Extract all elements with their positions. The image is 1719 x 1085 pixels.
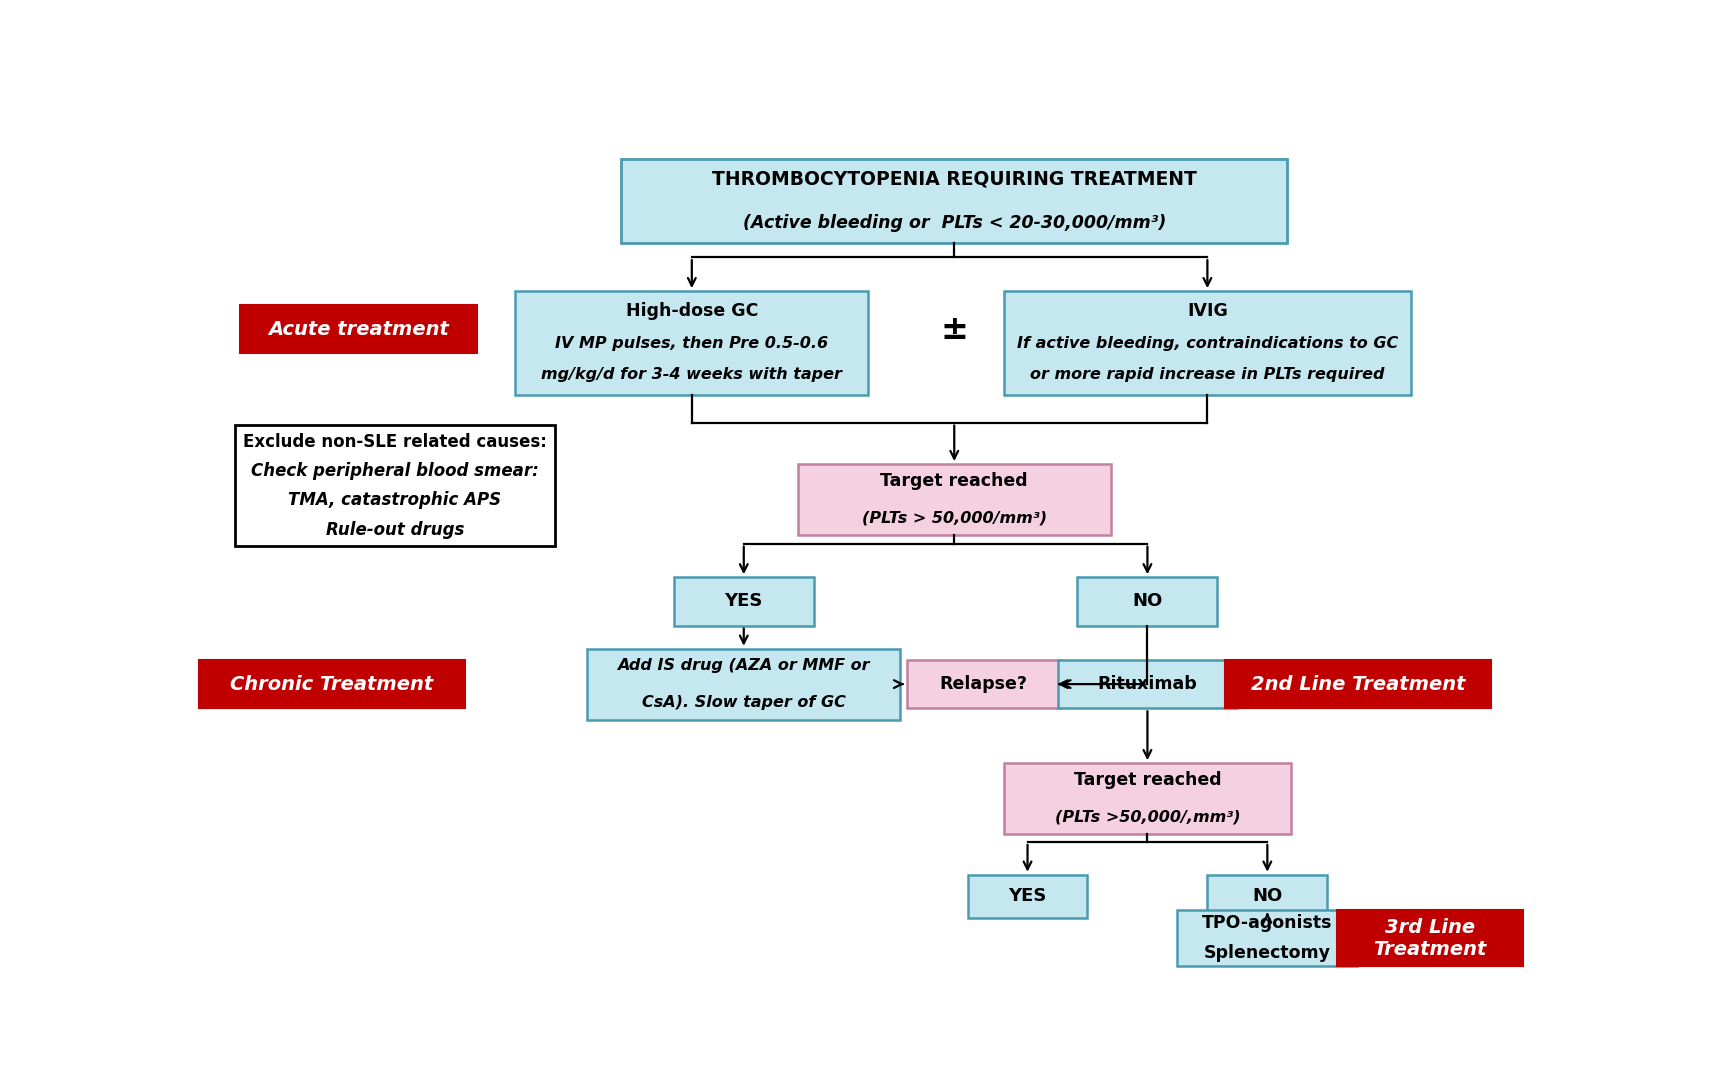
Text: YES: YES xyxy=(1009,888,1047,905)
FancyBboxPatch shape xyxy=(1337,909,1523,967)
FancyBboxPatch shape xyxy=(199,660,466,709)
Text: Check peripheral blood smear:: Check peripheral blood smear: xyxy=(251,462,538,480)
FancyBboxPatch shape xyxy=(1207,875,1327,918)
Text: High-dose GC: High-dose GC xyxy=(626,303,758,320)
Text: Add IS drug (AZA or MMF or: Add IS drug (AZA or MMF or xyxy=(617,659,870,673)
FancyBboxPatch shape xyxy=(1004,291,1411,395)
Text: If active bleeding, contraindications to GC: If active bleeding, contraindications to… xyxy=(1016,335,1398,350)
Text: Rule-out drugs: Rule-out drugs xyxy=(325,521,464,538)
Text: TPO-agonists: TPO-agonists xyxy=(1202,914,1332,932)
Text: (Active bleeding or  PLTs < 20-30,000/mm³): (Active bleeding or PLTs < 20-30,000/mm³… xyxy=(743,214,1165,232)
Text: or more rapid increase in PLTs required: or more rapid increase in PLTs required xyxy=(1030,368,1384,383)
Text: Acute treatment: Acute treatment xyxy=(268,320,449,339)
FancyBboxPatch shape xyxy=(1078,577,1217,626)
Text: 2nd Line Treatment: 2nd Line Treatment xyxy=(1251,675,1465,693)
FancyBboxPatch shape xyxy=(236,424,555,546)
Text: CsA). Slow taper of GC: CsA). Slow taper of GC xyxy=(641,695,846,710)
FancyBboxPatch shape xyxy=(241,305,478,354)
Text: 3rd Line
Treatment: 3rd Line Treatment xyxy=(1373,918,1487,958)
Text: Target reached: Target reached xyxy=(1074,771,1220,789)
Text: IV MP pulses, then Pre 0.5-0.6: IV MP pulses, then Pre 0.5-0.6 xyxy=(555,335,829,350)
Text: Rituximab: Rituximab xyxy=(1097,675,1198,693)
Text: THROMBOCYTOPENIA REQUIRING TREATMENT: THROMBOCYTOPENIA REQUIRING TREATMENT xyxy=(712,170,1196,189)
Text: NO: NO xyxy=(1251,888,1282,905)
FancyBboxPatch shape xyxy=(968,875,1088,918)
FancyBboxPatch shape xyxy=(1057,660,1238,709)
Text: Relapse?: Relapse? xyxy=(940,675,1028,693)
FancyBboxPatch shape xyxy=(1224,660,1490,709)
Text: (PLTs > 50,000/mm³): (PLTs > 50,000/mm³) xyxy=(861,510,1047,525)
FancyBboxPatch shape xyxy=(674,577,813,626)
Text: Chronic Treatment: Chronic Treatment xyxy=(230,675,433,693)
FancyBboxPatch shape xyxy=(798,464,1110,535)
Text: Exclude non-SLE related causes:: Exclude non-SLE related causes: xyxy=(242,433,547,451)
Text: ±: ± xyxy=(940,312,968,345)
Text: YES: YES xyxy=(725,592,763,611)
Text: IVIG: IVIG xyxy=(1186,303,1227,320)
Text: TMA, catastrophic APS: TMA, catastrophic APS xyxy=(289,492,502,509)
FancyBboxPatch shape xyxy=(1178,909,1358,967)
FancyBboxPatch shape xyxy=(621,159,1288,243)
Text: Splenectomy: Splenectomy xyxy=(1203,944,1331,962)
Text: Target reached: Target reached xyxy=(880,472,1028,490)
FancyBboxPatch shape xyxy=(588,649,901,719)
FancyBboxPatch shape xyxy=(908,660,1061,709)
FancyBboxPatch shape xyxy=(1004,763,1291,834)
Text: NO: NO xyxy=(1133,592,1162,611)
FancyBboxPatch shape xyxy=(516,291,868,395)
Text: mg/kg/d for 3-4 weeks with taper: mg/kg/d for 3-4 weeks with taper xyxy=(541,368,842,383)
Text: (PLTs >50,000/,mm³): (PLTs >50,000/,mm³) xyxy=(1055,809,1239,825)
